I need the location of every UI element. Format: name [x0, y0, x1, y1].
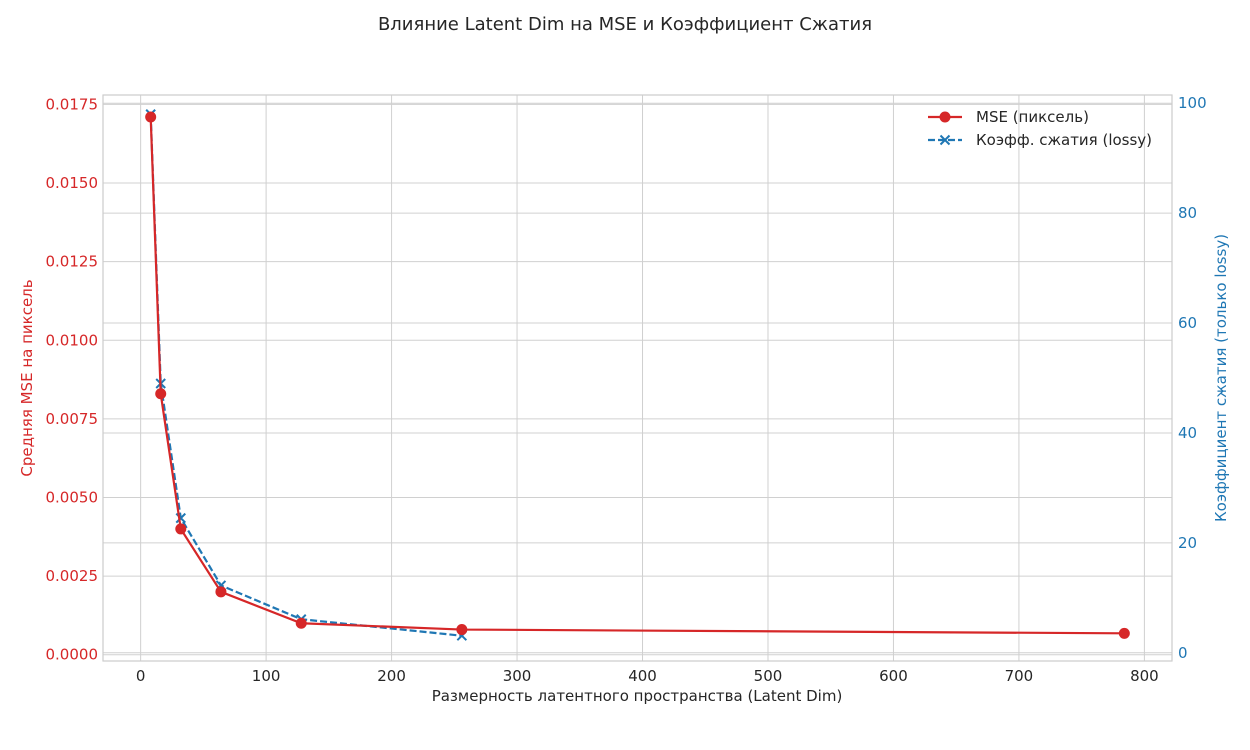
mse-point: [155, 388, 167, 400]
legend: MSE (пиксель) Коэфф. сжатия (lossy): [928, 108, 1152, 149]
x-tick-label: 700: [1005, 667, 1034, 685]
legend-ratio-marker: [939, 134, 951, 146]
y-axis-left-ticks: 0.0000 0.0025 0.0050 0.0075 0.0100 0.0125 0.01…: [46, 95, 99, 663]
legend-mse-marker: [939, 111, 951, 123]
grid: [103, 95, 1172, 661]
mse-series-line: [149, 116, 1125, 635]
y-tick-label: 0.0125: [46, 253, 99, 271]
y-tick-label: 0.0075: [46, 410, 99, 428]
x-tick-label: 0: [136, 667, 146, 685]
mse-point: [175, 523, 187, 535]
y2-tick-label: 40: [1178, 424, 1197, 442]
y-tick-label: 0.0050: [46, 488, 99, 506]
y-axis-right-label: Коэффициент сжатия (только lossy): [1212, 234, 1230, 522]
ratio-series-line: [149, 114, 462, 637]
x-tick-label: 800: [1130, 667, 1159, 685]
series: [145, 109, 1130, 641]
x-tick-label: 300: [503, 667, 532, 685]
plot-frame: [102, 94, 1173, 662]
y2-tick-label: 80: [1178, 204, 1197, 222]
chart-title: Влияние Latent Dim на MSE и Коэффициент …: [378, 14, 872, 35]
y2-tick-label: 20: [1178, 534, 1197, 552]
y-axis-right-ticks: 0 20 40 60 80 100: [1178, 94, 1207, 662]
x-axis-label: Размерность латентного пространства (Lat…: [432, 687, 843, 705]
mse-point: [456, 624, 468, 636]
mse-point: [1118, 627, 1130, 639]
y-tick-label: 0.0150: [46, 174, 99, 192]
y2-tick-label: 0: [1178, 644, 1188, 662]
x-tick-label: 100: [252, 667, 281, 685]
mse-point: [145, 111, 157, 123]
y-tick-label: 0.0100: [46, 331, 99, 349]
y2-tick-label: 100: [1178, 94, 1207, 112]
mse-point: [215, 586, 227, 598]
legend-ratio-label: Коэфф. сжатия (lossy): [976, 131, 1152, 149]
y-tick-label: 0.0025: [46, 567, 99, 585]
x-tick-label: 200: [377, 667, 406, 685]
x-tick-label: 600: [879, 667, 908, 685]
y-axis-left-label: Средняя MSE на пиксель: [18, 279, 36, 476]
mse-point: [295, 617, 307, 629]
y2-tick-label: 60: [1178, 314, 1197, 332]
x-tick-label: 400: [628, 667, 657, 685]
x-axis-ticks: 0 100 200 300 400 500 600 700 800: [136, 667, 1159, 685]
y-tick-label: 0.0175: [46, 95, 99, 113]
y-tick-label: 0.0000: [46, 646, 99, 664]
x-tick-label: 500: [754, 667, 783, 685]
legend-mse-label: MSE (пиксель): [976, 108, 1089, 126]
